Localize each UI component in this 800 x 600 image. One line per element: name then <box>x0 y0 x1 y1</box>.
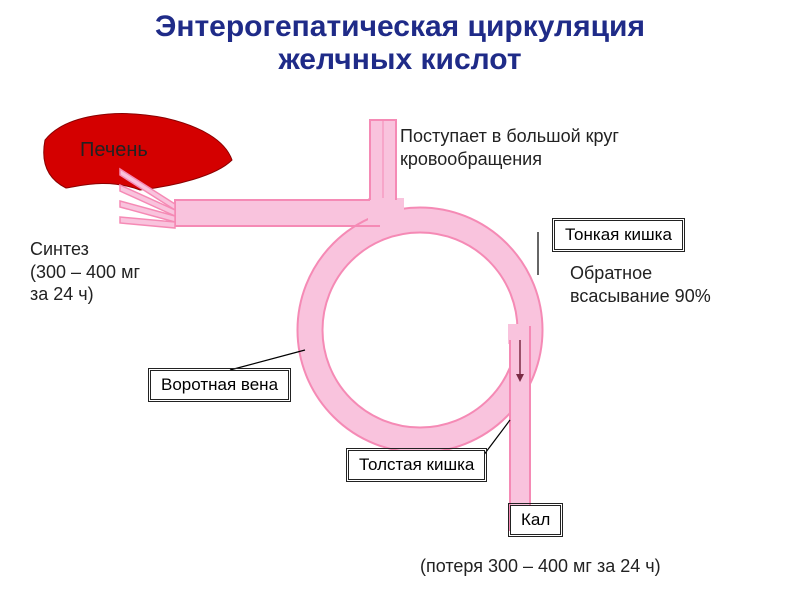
synthesis-label: Синтез (300 – 400 мг за 24 ч) <box>30 238 140 306</box>
large-intestine-box: Толстая кишка <box>348 450 485 480</box>
reabsorb-l2: всасывание 90% <box>570 286 711 306</box>
diagram-stage: Энтерогепатическая циркуляция желчных ки… <box>0 0 800 600</box>
systemic-l2: кровообращения <box>400 149 542 169</box>
synthesis-l1: Синтез <box>30 239 89 259</box>
feces-box: Кал <box>510 505 561 535</box>
synthesis-l3: за 24 ч) <box>30 284 94 304</box>
systemic-l1: Поступает в большой круг <box>400 126 619 146</box>
intestine-ring-shape <box>310 220 530 440</box>
liver-label: Печень <box>80 138 148 163</box>
small-intestine-box: Тонкая кишка <box>554 220 683 250</box>
synthesis-l2: (300 – 400 мг <box>30 262 140 282</box>
reabsorption-label: Обратное всасывание 90% <box>570 262 711 307</box>
reabsorb-l1: Обратное <box>570 263 652 283</box>
loss-label: (потеря 300 – 400 мг за 24 ч) <box>420 555 661 578</box>
systemic-circulation-label: Поступает в большой круг кровообращения <box>400 125 619 170</box>
portal-vein-box: Воротная вена <box>150 370 289 400</box>
